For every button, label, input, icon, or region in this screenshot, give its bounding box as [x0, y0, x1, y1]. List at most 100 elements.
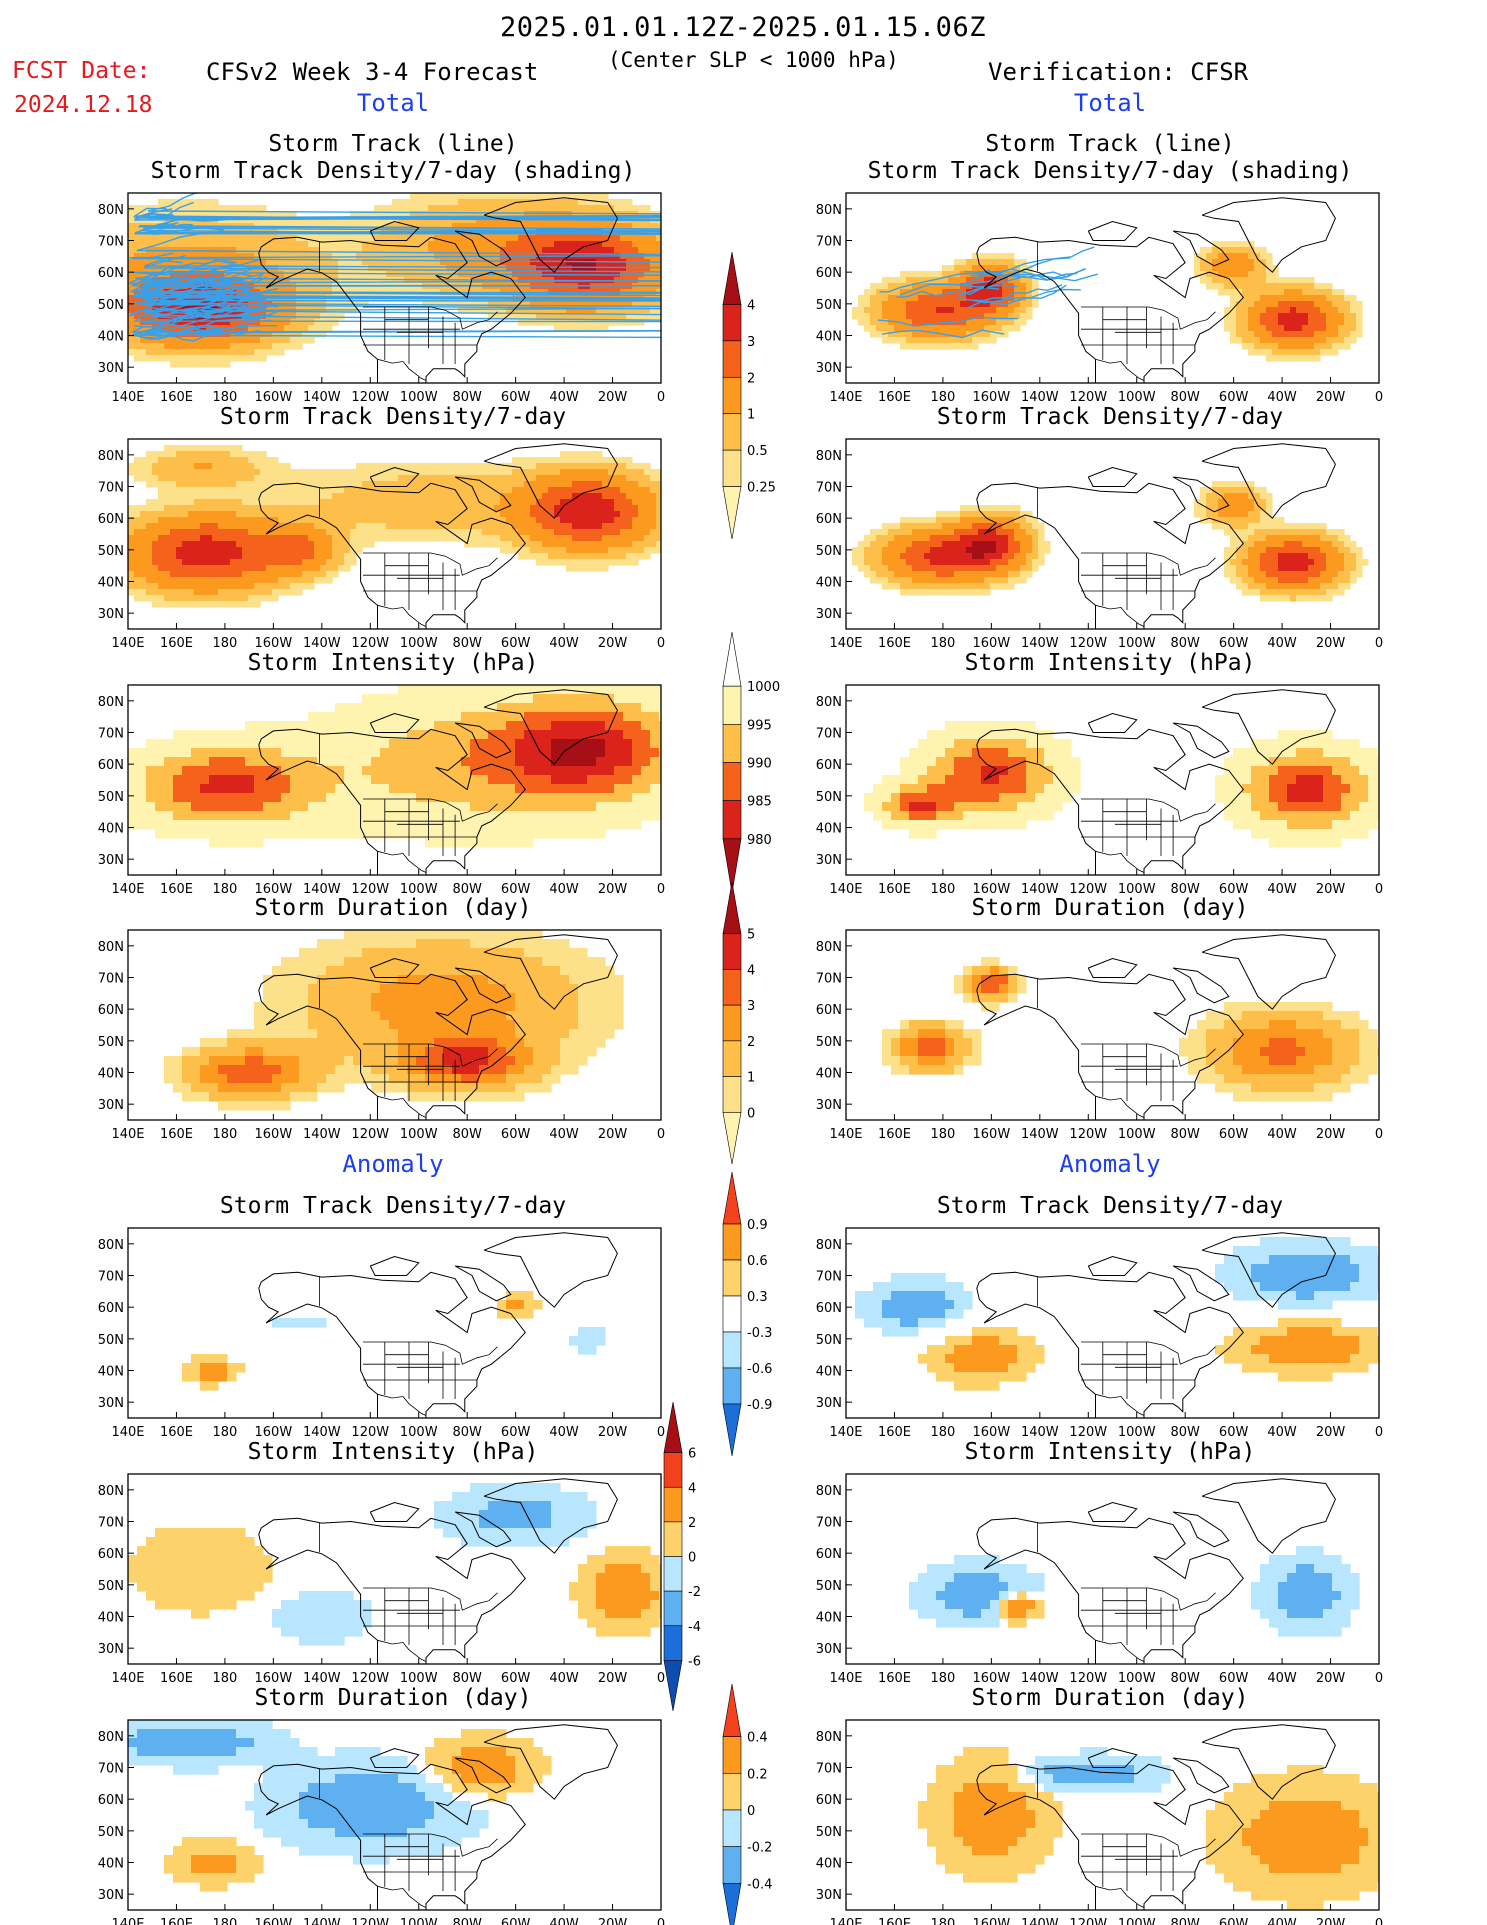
grid-cell: [1212, 277, 1219, 284]
grid-cell: [140, 325, 147, 332]
grid-cell: [482, 217, 489, 224]
grid-cell: [260, 523, 267, 530]
grid-cell: [344, 553, 351, 560]
grid-cell: [1230, 265, 1237, 272]
grid-cell: [1248, 289, 1255, 296]
grid-cell: [494, 259, 501, 266]
grid-cell: [254, 469, 261, 476]
grid-cell: [572, 547, 579, 554]
grid-cell: [470, 217, 477, 224]
grid-cell: [512, 259, 519, 266]
grid-cell: [1254, 277, 1261, 284]
grid-cell: [128, 277, 135, 284]
grid-cell: [482, 499, 489, 506]
grid-cell: [650, 313, 657, 320]
grid-cell: [1200, 259, 1207, 266]
grid-cell: [924, 541, 931, 548]
grid-cell: [524, 475, 531, 482]
grid-cell: [350, 265, 357, 272]
grid-cell: [930, 535, 937, 542]
grid-cell: [930, 523, 937, 530]
grid-cell: [1230, 331, 1237, 338]
grid-cell: [906, 295, 913, 302]
grid-cell: [572, 457, 579, 464]
grid-cell: [458, 217, 465, 224]
grid-cell: [500, 307, 507, 314]
grid-cell: [518, 457, 525, 464]
grid-cell: [542, 301, 549, 308]
grid-cell: [930, 271, 937, 278]
grid-cell: [344, 259, 351, 266]
grid-cell: [290, 511, 297, 518]
grid-cell: [548, 211, 555, 218]
grid-cell: [1236, 265, 1243, 272]
grid-cell: [446, 463, 453, 470]
grid-cell: [290, 529, 297, 536]
grid-cell: [518, 193, 525, 200]
grid-cell: [1008, 313, 1015, 320]
grid-cell: [350, 535, 357, 542]
grid-cell: [284, 241, 291, 248]
grid-cell: [314, 535, 321, 542]
grid-cell: [1002, 505, 1009, 512]
grid-cell: [602, 553, 609, 560]
grid-cell: [254, 499, 261, 506]
grid-cell: [548, 559, 555, 566]
grid-cell: [218, 241, 225, 248]
grid-cell: [182, 487, 189, 494]
grid-cell: [128, 307, 135, 314]
grid-cell: [906, 547, 913, 554]
grid-cell: [960, 319, 967, 326]
grid-cell: [1008, 523, 1015, 530]
grid-cell: [236, 547, 243, 554]
grid-cell: [422, 265, 429, 272]
grid-cell: [984, 589, 991, 596]
grid-cell: [374, 235, 381, 242]
state-border: [363, 306, 498, 330]
grid-cell: [266, 553, 273, 560]
grid-cell: [632, 553, 639, 560]
grid-cell: [314, 277, 321, 284]
grid-cell: [1008, 517, 1015, 524]
grid-cell: [1302, 325, 1309, 332]
grid-cell: [356, 505, 363, 512]
grid-cell: [608, 505, 615, 512]
grid-cell: [440, 193, 447, 200]
grid-cell: [398, 493, 405, 500]
grid-cell: [858, 301, 865, 308]
grid-cell: [302, 583, 309, 590]
grid-cell: [888, 553, 895, 560]
grid-cell: [912, 337, 919, 344]
grid-cell: [560, 535, 567, 542]
grid-cell: [560, 475, 567, 482]
grid-cell: [404, 223, 411, 230]
grid-cell: [242, 541, 249, 548]
grid-cell: [536, 523, 543, 530]
grid-cell: [870, 283, 877, 290]
grid-cell: [536, 547, 543, 554]
grid-cell: [960, 583, 967, 590]
grid-cell: [900, 277, 907, 284]
grid-cell: [948, 307, 955, 314]
grid-cell: [356, 211, 363, 218]
grid-cell: [134, 529, 141, 536]
grid-cell: [368, 469, 375, 476]
coastline: [483, 197, 618, 273]
grid-cell: [1338, 289, 1345, 296]
grid-cell: [1260, 349, 1267, 356]
grid-cell: [978, 505, 985, 512]
grid-cell: [990, 529, 997, 536]
grid-cell: [218, 487, 225, 494]
grid-cell: [536, 541, 543, 548]
grid-cell: [1212, 253, 1219, 260]
grid-cell: [188, 571, 195, 578]
grid-cell: [1002, 523, 1009, 530]
grid-cell: [954, 547, 961, 554]
grid-cell: [542, 511, 549, 518]
grid-cell: [512, 463, 519, 470]
grid-cell: [254, 247, 261, 254]
grid-cell: [578, 451, 585, 458]
grid-cell: [380, 511, 387, 518]
grid-cell: [512, 523, 519, 530]
grid-cell: [1332, 295, 1339, 302]
